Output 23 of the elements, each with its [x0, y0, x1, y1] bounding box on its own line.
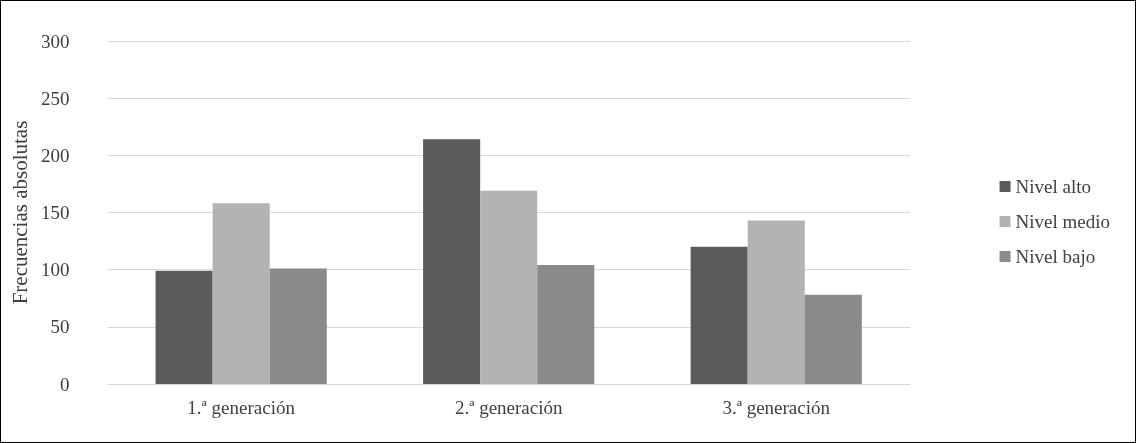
bar: [269, 268, 327, 384]
y-tick-label: 0: [59, 373, 70, 395]
bar: [690, 246, 748, 384]
y-tick-label: 300: [40, 30, 70, 52]
y-axis-title: Frecuencias absolutas: [7, 120, 32, 305]
bar: [212, 203, 270, 384]
legend-label: Nivel bajo: [1015, 246, 1096, 267]
y-tick-label: 200: [40, 144, 70, 166]
bar: [804, 294, 862, 384]
bar: [423, 139, 481, 384]
y-tick-label: 100: [40, 259, 70, 281]
bar: [480, 190, 538, 384]
legend-label: Nivel alto: [1015, 176, 1091, 197]
bar: [155, 270, 213, 384]
bar: [747, 220, 805, 384]
y-tick-label: 250: [40, 87, 70, 109]
bar: [537, 265, 595, 384]
x-tick-label: 3.ª generación: [722, 397, 831, 418]
y-tick-label: 50: [50, 316, 70, 338]
y-tick-label: 150: [40, 202, 70, 223]
x-tick-label: 1.ª generación: [187, 397, 296, 418]
x-tick-label: 2.ª generación: [454, 397, 563, 418]
legend-label: Nivel medio: [1015, 211, 1110, 232]
